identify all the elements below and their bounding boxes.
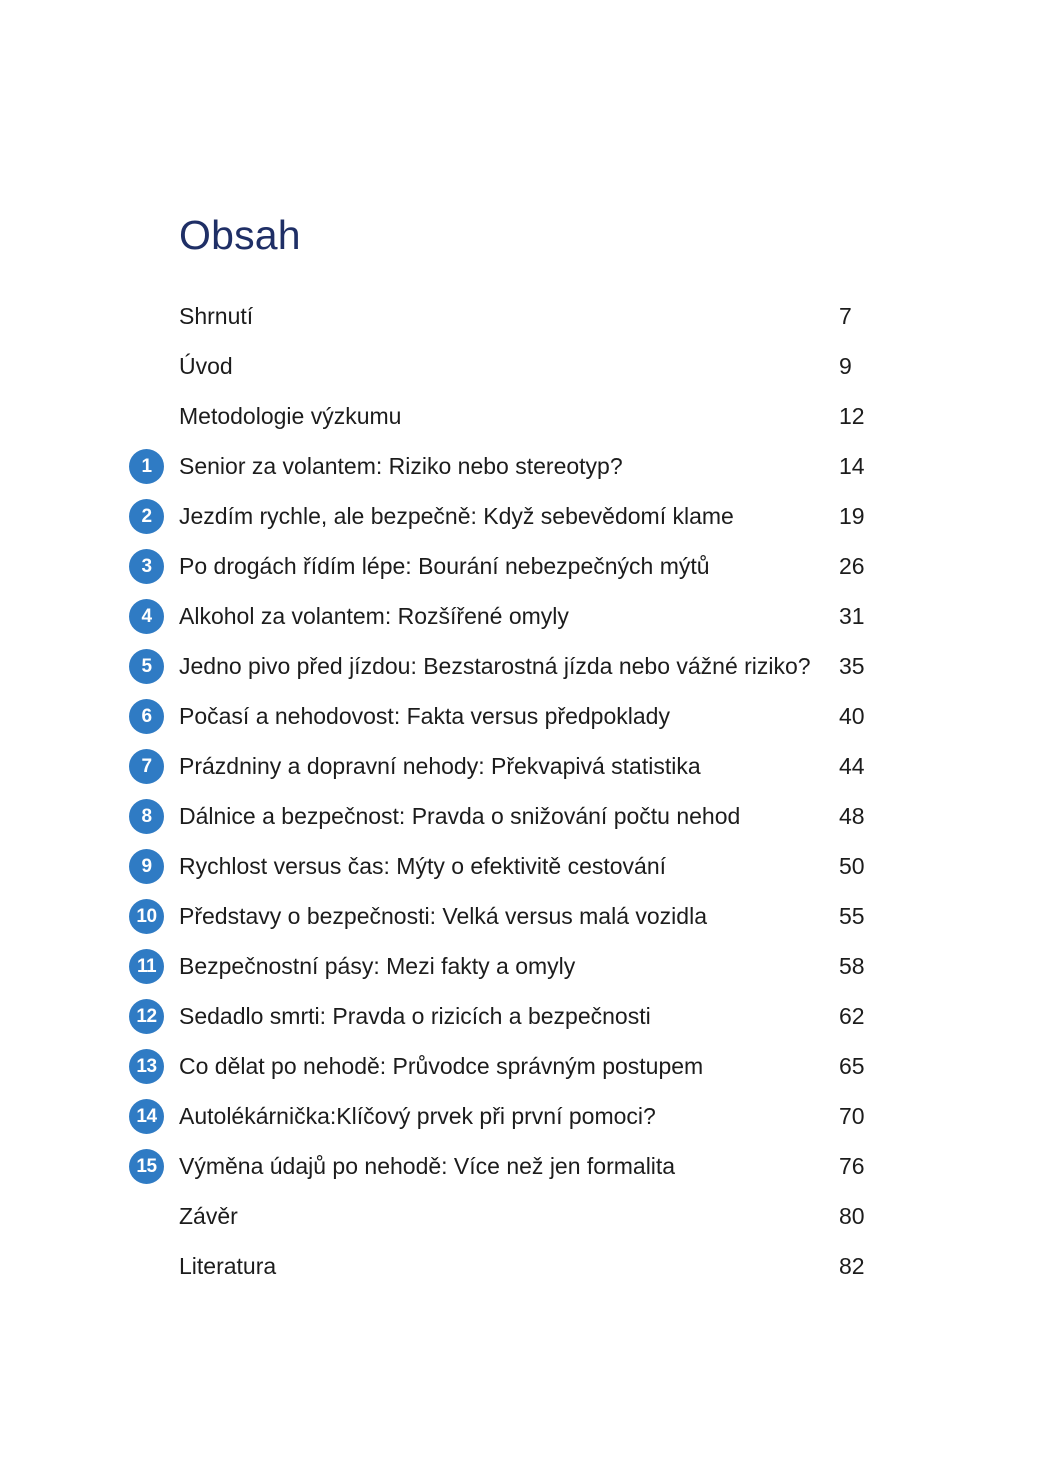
entry-title: Senior za volantem: Riziko nebo stereoty… <box>179 453 623 479</box>
entry-page-number: 65 <box>839 1053 865 1079</box>
toc-entry[interactable]: Shrnutí 7 <box>0 291 1040 341</box>
chapter-number-badge: 13 <box>129 1049 164 1084</box>
entry-title: Jedno pivo před jízdou: Bezstarostná jíz… <box>179 653 811 679</box>
entry-title: Prázdniny a dopravní nehody: Překvapivá … <box>179 753 701 779</box>
toc-entry[interactable]: 15 Výměna údajů po nehodě: Více než jen … <box>0 1141 1040 1191</box>
chapter-number-badge: 7 <box>129 749 164 784</box>
chapter-number-badge: 8 <box>129 799 164 834</box>
toc-entry[interactable]: 10 Představy o bezpečnosti: Velká versus… <box>0 891 1040 941</box>
toc-entry[interactable]: Metodologie výzkumu 12 <box>0 391 1040 441</box>
entry-page-number: 35 <box>839 653 865 679</box>
chapter-number-badge: 3 <box>129 549 164 584</box>
chapter-number-badge: 10 <box>129 899 164 934</box>
entry-title: Jezdím rychle, ale bezpečně: Když sebevě… <box>179 503 734 529</box>
entry-title: Literatura <box>179 1253 277 1279</box>
toc-entry[interactable]: 13 Co dělat po nehodě: Průvodce správným… <box>0 1041 1040 1091</box>
chapter-number-badge: 9 <box>129 849 164 884</box>
toc-entry[interactable]: 1 Senior za volantem: Riziko nebo stereo… <box>0 441 1040 491</box>
entry-page-number: 76 <box>839 1153 865 1179</box>
entry-title: Co dělat po nehodě: Průvodce správným po… <box>179 1053 704 1079</box>
entry-page-number: 80 <box>839 1203 865 1229</box>
toc-entry[interactable]: 11 Bezpečnostní pásy: Mezi fakty a omyly… <box>0 941 1040 991</box>
entry-page-number: 44 <box>839 753 865 779</box>
toc-entry[interactable]: 14 Autolékárnička:Klíčový prvek při prvn… <box>0 1091 1040 1141</box>
entry-title: Alkohol za volantem: Rozšířené omyly <box>179 603 569 629</box>
entry-page-number: 50 <box>839 853 865 879</box>
toc-entry[interactable]: 4 Alkohol za volantem: Rozšířené omyly 3… <box>0 591 1040 641</box>
chapter-number-badge: 5 <box>129 649 164 684</box>
entry-page-number: 14 <box>839 453 865 479</box>
chapter-number-badge: 15 <box>129 1149 164 1184</box>
chapter-number-badge: 11 <box>129 949 164 984</box>
chapter-number-badge: 1 <box>129 449 164 484</box>
entry-page-number: 9 <box>839 353 852 379</box>
toc-entry[interactable]: 3 Po drogách řídím lépe: Bourání nebezpe… <box>0 541 1040 591</box>
entry-page-number: 70 <box>839 1103 865 1129</box>
entry-title: Autolékárnička:Klíčový prvek při první p… <box>179 1103 656 1129</box>
chapter-number-badge: 14 <box>129 1099 164 1134</box>
chapter-number-badge: 12 <box>129 999 164 1034</box>
entry-title: Závěr <box>179 1203 238 1229</box>
entry-page-number: 7 <box>839 303 852 329</box>
entry-title: Rychlost versus čas: Mýty o efektivitě c… <box>179 853 667 879</box>
entry-title: Představy o bezpečnosti: Velká versus ma… <box>179 903 707 929</box>
entry-title: Shrnutí <box>179 303 254 329</box>
toc-entry[interactable]: 2 Jezdím rychle, ale bezpečně: Když sebe… <box>0 491 1040 541</box>
toc-entry[interactable]: 7 Prázdniny a dopravní nehody: Překvapiv… <box>0 741 1040 791</box>
entry-page-number: 12 <box>839 403 865 429</box>
entry-title: Bezpečnostní pásy: Mezi fakty a omyly <box>179 953 576 979</box>
toc-list: Shrnutí 7 Úvod 9 Metodologie výzkumu 12 … <box>0 291 1040 1291</box>
entry-title: Po drogách řídím lépe: Bourání nebezpečn… <box>179 553 710 579</box>
entry-page-number: 55 <box>839 903 865 929</box>
entry-title: Metodologie výzkumu <box>179 403 402 429</box>
chapter-number-badge: 2 <box>129 499 164 534</box>
entry-page-number: 31 <box>839 603 865 629</box>
chapter-number-badge: 4 <box>129 599 164 634</box>
entry-page-number: 62 <box>839 1003 865 1029</box>
entry-page-number: 26 <box>839 553 865 579</box>
toc-entry[interactable]: 8 Dálnice a bezpečnost: Pravda o snižová… <box>0 791 1040 841</box>
entry-title: Úvod <box>179 353 233 379</box>
toc-entry[interactable]: 5 Jedno pivo před jízdou: Bezstarostná j… <box>0 641 1040 691</box>
page-title: Obsah <box>179 212 301 258</box>
entry-page-number: 82 <box>839 1253 865 1279</box>
entry-title: Dálnice a bezpečnost: Pravda o snižování… <box>179 803 741 829</box>
entry-title: Počasí a nehodovost: Fakta versus předpo… <box>179 703 670 729</box>
entry-page-number: 40 <box>839 703 865 729</box>
entry-title: Výměna údajů po nehodě: Více než jen for… <box>179 1153 676 1179</box>
toc-entry[interactable]: 6 Počasí a nehodovost: Fakta versus před… <box>0 691 1040 741</box>
entry-title: Sedadlo smrti: Pravda o rizicích a bezpe… <box>179 1003 651 1029</box>
toc-entry[interactable]: Úvod 9 <box>0 341 1040 391</box>
toc-entry[interactable]: Literatura 82 <box>0 1241 1040 1291</box>
entry-page-number: 19 <box>839 503 865 529</box>
entry-page-number: 58 <box>839 953 865 979</box>
toc-entry[interactable]: 12 Sedadlo smrti: Pravda o rizicích a be… <box>0 991 1040 1041</box>
toc-entry[interactable]: Závěr 80 <box>0 1191 1040 1241</box>
toc-entry[interactable]: 9 Rychlost versus čas: Mýty o efektivitě… <box>0 841 1040 891</box>
entry-page-number: 48 <box>839 803 865 829</box>
chapter-number-badge: 6 <box>129 699 164 734</box>
